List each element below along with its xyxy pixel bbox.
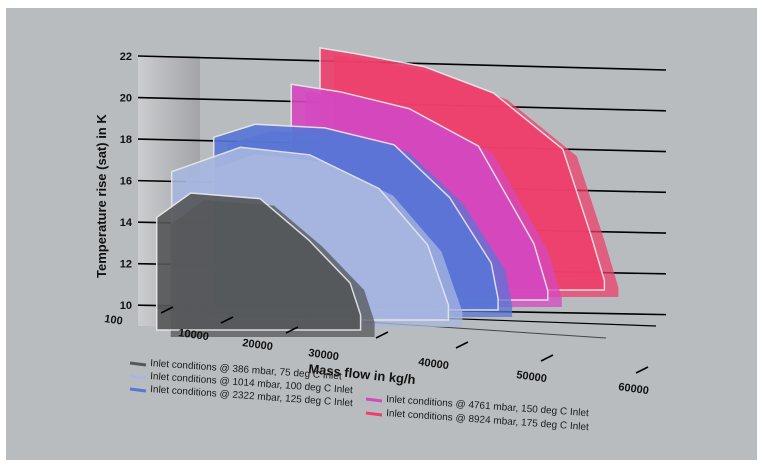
y-tick-label-14: 14	[120, 217, 133, 229]
legend-swatch-4	[129, 374, 147, 380]
x-tick-mark-60000	[635, 366, 649, 374]
y-tick-label-20: 20	[120, 93, 132, 105]
chart-svg: 10 12 14 16 18 20 22 100 10000 20000 30000 40000 50…	[94, 47, 667, 433]
y-tick-label-22: 22	[120, 51, 132, 63]
series-area-5	[155, 192, 362, 331]
y-axis-title: Temperature rise (sat) in K	[94, 114, 109, 278]
x-tick-mark-30000	[375, 331, 389, 339]
chart-panel: 10 12 14 16 18 20 22 100 10000 20000 30000 40000 50…	[6, 8, 757, 460]
x-tick-label-100: 100	[104, 313, 124, 327]
legend-swatch-2	[365, 397, 383, 403]
x-tick-mark-10000	[220, 316, 234, 324]
legend-swatch-3	[129, 387, 147, 393]
x-tick-label-30000: 30000	[308, 347, 340, 363]
x-tick-label-20000: 20000	[242, 337, 274, 353]
x-tick-label-50000: 50000	[516, 369, 548, 385]
y-tick-label-18: 18	[120, 134, 132, 146]
y-tick-label-12: 12	[120, 259, 132, 271]
x-tick-mark-40000	[455, 341, 469, 349]
x-tick-mark-20000	[285, 326, 299, 334]
legend-swatch-1	[365, 411, 383, 417]
legend-swatch-5	[129, 361, 147, 367]
y-tick-label-16: 16	[120, 176, 132, 188]
x-tick-label-60000: 60000	[618, 381, 650, 397]
x-tick-mark-100	[160, 306, 174, 314]
y-tick-label-10: 10	[120, 300, 132, 312]
x-tick-label-40000: 40000	[418, 356, 450, 372]
x-tick-label-10000: 10000	[178, 327, 210, 343]
x-tick-mark-50000	[540, 354, 554, 362]
